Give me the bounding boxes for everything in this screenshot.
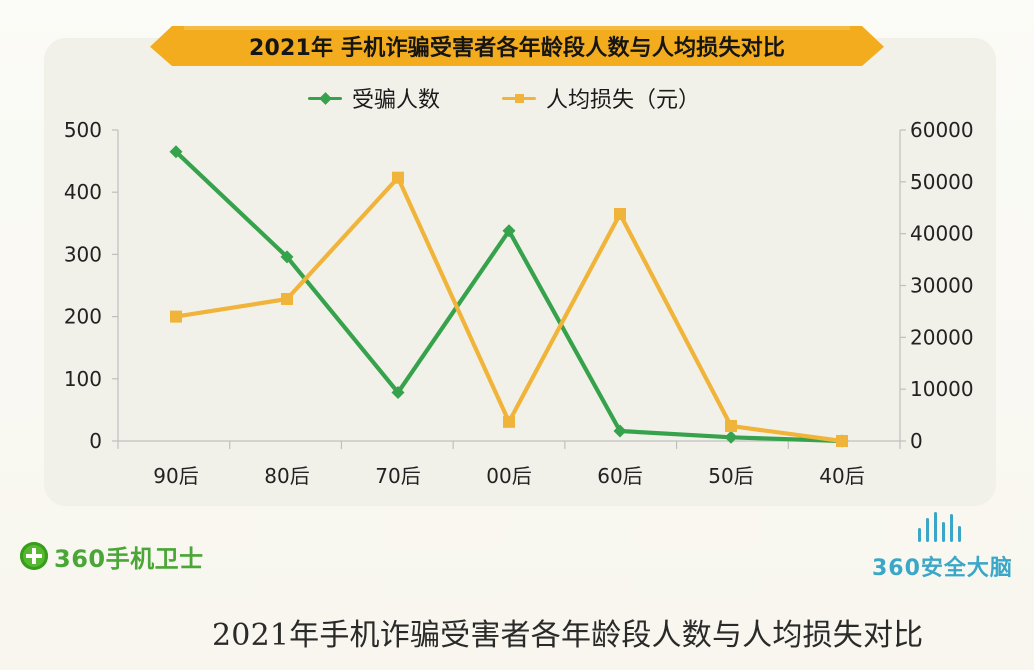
brand-logo-left: 360手机卫士 xyxy=(20,536,204,576)
loss-point xyxy=(392,171,404,184)
left-axis-tick-label: 300 xyxy=(64,242,102,266)
legend-item-loss: 人均损失（元） xyxy=(502,82,700,114)
legend-label-loss: 人均损失（元） xyxy=(546,88,701,113)
right-axis-tick-label: 60000 xyxy=(910,118,974,142)
legend-swatch-victims xyxy=(308,89,342,107)
left-axis-tick-label: 200 xyxy=(64,305,102,329)
x-axis-tick-label: 90后 xyxy=(153,464,198,488)
victims-point xyxy=(502,224,516,238)
loss-point xyxy=(725,419,737,432)
chart-title: 2021年 手机诈骗受害者各年龄段人数与人均损失对比 xyxy=(248,36,786,61)
legend-swatch-loss xyxy=(502,89,537,107)
victims-series-line xyxy=(173,149,845,444)
loss-point xyxy=(836,435,848,447)
victims-point xyxy=(169,145,183,159)
title-banner xyxy=(150,26,884,66)
x-axis-tick-label: 70后 xyxy=(375,464,420,488)
right-axis-tick-label: 50000 xyxy=(910,170,974,194)
plus-badge-icon xyxy=(20,542,48,570)
right-axis-tick-label: 30000 xyxy=(910,274,974,298)
loss-series-line xyxy=(173,175,845,444)
signal-bars-icon xyxy=(918,512,966,542)
brand-right-text: 360安全大脑 xyxy=(872,556,1013,581)
x-axis-tick-label: 50后 xyxy=(708,464,753,488)
loss-point xyxy=(614,207,626,220)
legend: 受骗人数 人均损失（元） xyxy=(308,82,768,114)
x-axis-tick-label: 80后 xyxy=(264,464,309,488)
x-axis-tick-label: 00后 xyxy=(486,464,531,488)
x-axis-tick-label: 60后 xyxy=(597,464,642,488)
right-axis-tick-label: 20000 xyxy=(910,325,974,349)
left-axis-tick-label: 500 xyxy=(64,118,102,142)
victims-point xyxy=(724,430,738,444)
loss-point xyxy=(503,415,515,428)
brand-left-text: 360手机卫士 xyxy=(54,544,204,573)
left-axis-tick-label: 0 xyxy=(89,429,102,453)
x-axis-tick-label: 40后 xyxy=(819,464,864,488)
victims-point xyxy=(613,424,627,438)
left-axis-tick-label: 100 xyxy=(64,367,102,391)
victims-point xyxy=(280,250,294,264)
chart-panel xyxy=(44,38,996,505)
right-axis-tick-label: 40000 xyxy=(910,222,974,246)
loss-point xyxy=(170,310,182,323)
legend-label-victims: 受骗人数 xyxy=(352,88,441,113)
brand-logo-right: 360安全大脑 xyxy=(856,506,1016,581)
right-axis-tick-label: 10000 xyxy=(910,377,974,401)
victims-point xyxy=(391,385,405,399)
left-axis-tick-label: 400 xyxy=(64,180,102,204)
legend-item-victims: 受骗人数 xyxy=(308,82,440,114)
right-axis-tick-label: 0 xyxy=(910,429,923,453)
caption: 2021年手机诈骗受害者各年龄段人数与人均损失对比 xyxy=(212,618,924,653)
loss-point xyxy=(281,292,293,305)
